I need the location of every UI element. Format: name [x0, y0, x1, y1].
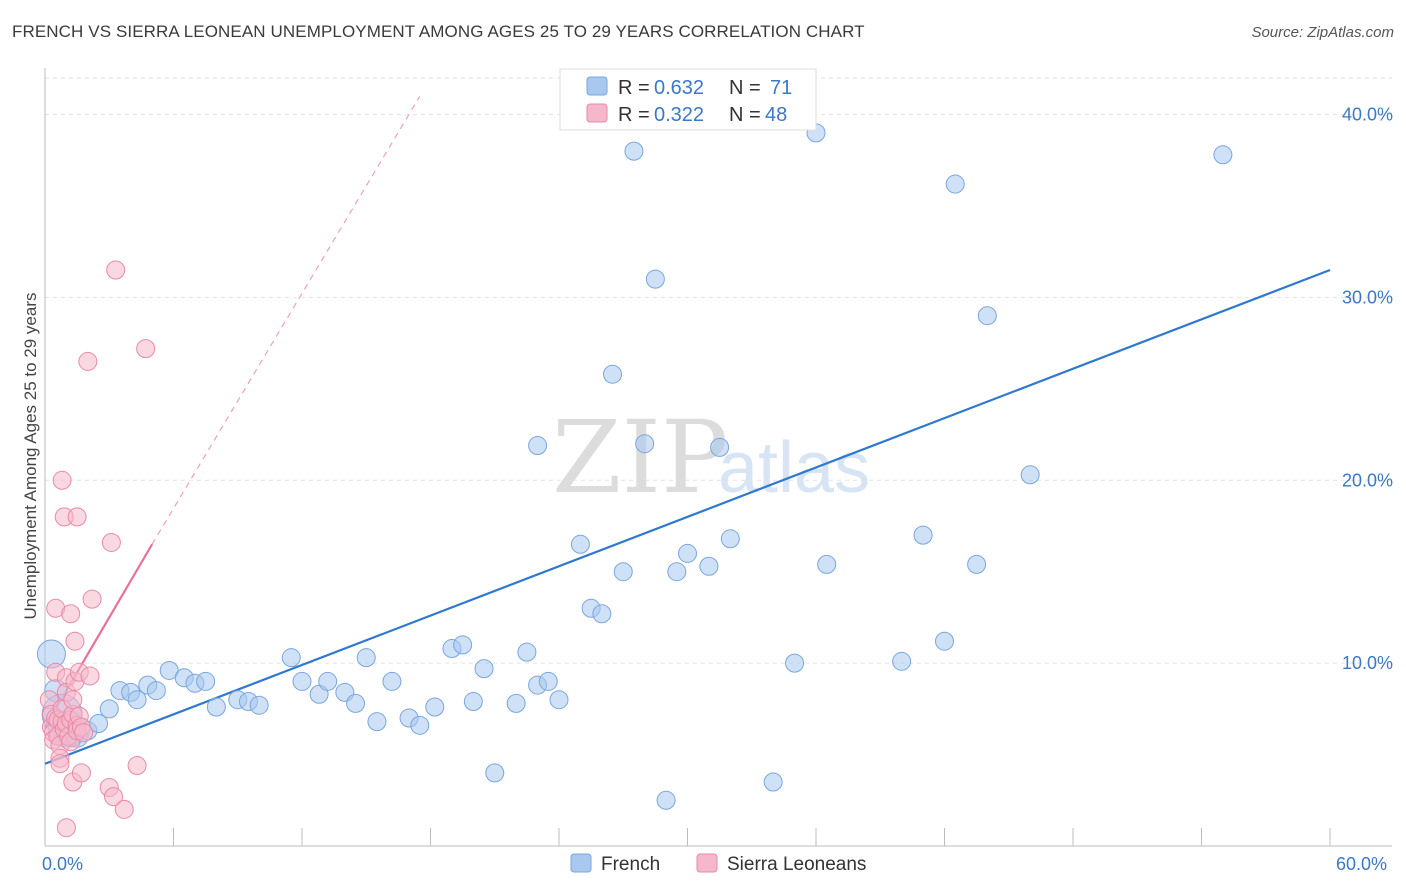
point-french: [635, 434, 655, 454]
point-french: [127, 690, 147, 710]
gridlines: [45, 77, 1392, 664]
point-french: [517, 642, 537, 662]
point-french: [720, 529, 740, 549]
legend-box: R = 0.632 N = 71 R = 0.322 N = 48: [559, 68, 817, 131]
watermark-zip: ZIP: [552, 399, 728, 516]
point-french: [592, 604, 612, 624]
trend-line-dashed-sierra-leoneans: [151, 95, 421, 545]
point-sierra-leoneans: [63, 690, 83, 710]
trend-line-french: [44, 268, 1331, 765]
legend-n-label-sierra-leoneans: N =: [729, 104, 761, 126]
bottom-legend-label-french: French: [601, 854, 660, 875]
point-french: [146, 681, 166, 701]
point-sierra-leoneans: [56, 818, 76, 838]
y-axis-label: Unemployment Among Ages 25 to 29 years: [21, 293, 40, 620]
point-french: [945, 174, 965, 194]
point-french: [249, 695, 269, 715]
point-french: [538, 671, 558, 691]
point-french: [506, 693, 526, 713]
source-label: Source: ZipAtlas.com: [1251, 24, 1394, 41]
point-french: [36, 639, 66, 669]
legend-r-label-french: R =: [618, 77, 650, 99]
legend-r-value-french: 0.632: [654, 77, 704, 99]
point-french: [892, 651, 912, 671]
chart-title: FRENCH VS SIERRA LEONEAN UNEMPLOYMENT AM…: [12, 22, 865, 41]
bottom-legend-swatch-sierra-leoneans: [696, 853, 718, 873]
point-french: [1020, 465, 1040, 485]
point-french: [624, 141, 644, 161]
point-french: [425, 697, 445, 717]
point-french: [817, 554, 837, 574]
point-sierra-leoneans: [104, 787, 124, 807]
point-french: [967, 554, 987, 574]
data-points: [36, 123, 1233, 838]
point-sierra-leoneans: [52, 470, 72, 490]
legend-n-label-french: N =: [729, 77, 761, 99]
legend-n-value-sierra-leoneans: 48: [765, 104, 787, 126]
point-french: [785, 653, 805, 673]
point-sierra-leoneans: [67, 507, 87, 527]
point-french: [346, 693, 366, 713]
point-french: [667, 562, 687, 582]
point-french: [318, 671, 338, 691]
point-sierra-leoneans: [101, 532, 121, 552]
point-french: [710, 437, 730, 457]
point-french: [485, 763, 505, 783]
y-tick-labels: 10.0% 20.0% 30.0% 40.0%: [1342, 105, 1393, 674]
point-sierra-leoneans: [78, 351, 98, 371]
y-tick-label: 30.0%: [1342, 287, 1393, 307]
point-french: [645, 269, 665, 289]
point-french: [913, 525, 933, 545]
point-french: [977, 306, 997, 326]
legend-r-value-sierra-leoneans: 0.322: [654, 104, 704, 126]
point-french: [528, 436, 548, 456]
point-sierra-leoneans: [71, 763, 91, 783]
point-french: [1213, 145, 1233, 165]
point-french: [613, 562, 633, 582]
x-tick-label-max: 60.0%: [1336, 854, 1387, 874]
point-french: [656, 790, 676, 810]
point-french: [763, 772, 783, 792]
y-tick-label: 40.0%: [1342, 105, 1393, 125]
point-french: [699, 556, 719, 576]
point-french: [367, 712, 387, 732]
point-french: [410, 715, 430, 735]
y-tick-label: 10.0%: [1342, 653, 1393, 673]
point-french: [453, 635, 473, 655]
point-french: [281, 648, 301, 668]
point-french: [196, 671, 216, 691]
point-sierra-leoneans: [82, 589, 102, 609]
point-french: [292, 671, 312, 691]
point-sierra-leoneans: [114, 799, 134, 819]
point-french: [474, 659, 494, 679]
bottom-legend-label-sierra-leoneans: Sierra Leoneans: [727, 854, 866, 875]
point-sierra-leoneans: [50, 754, 70, 774]
point-french: [603, 364, 623, 384]
point-french: [382, 671, 402, 691]
bottom-legend-swatch-french: [570, 853, 592, 873]
point-sierra-leoneans: [106, 260, 126, 280]
point-sierra-leoneans: [80, 666, 100, 686]
point-french: [678, 543, 697, 563]
y-tick-label: 20.0%: [1342, 470, 1393, 490]
legend-swatch-french: [586, 76, 608, 96]
point-french: [463, 692, 483, 712]
point-french: [206, 697, 226, 717]
point-sierra-leoneans: [61, 604, 81, 624]
point-french: [570, 534, 590, 554]
point-sierra-leoneans: [74, 723, 94, 743]
legend-n-value-french: 71: [770, 77, 792, 99]
point-french: [549, 690, 569, 710]
legend-r-label-sierra-leoneans: R =: [618, 104, 650, 126]
point-sierra-leoneans: [127, 756, 147, 776]
bottom-legend: French Sierra Leoneans: [570, 853, 866, 875]
legend-swatch-sierra-leoneans: [586, 103, 608, 123]
point-french: [356, 648, 376, 668]
point-sierra-leoneans: [136, 339, 156, 359]
point-french: [935, 631, 954, 651]
point-french: [99, 699, 119, 719]
x-tick-label-min: 0.0%: [42, 854, 83, 874]
point-sierra-leoneans: [65, 631, 85, 651]
